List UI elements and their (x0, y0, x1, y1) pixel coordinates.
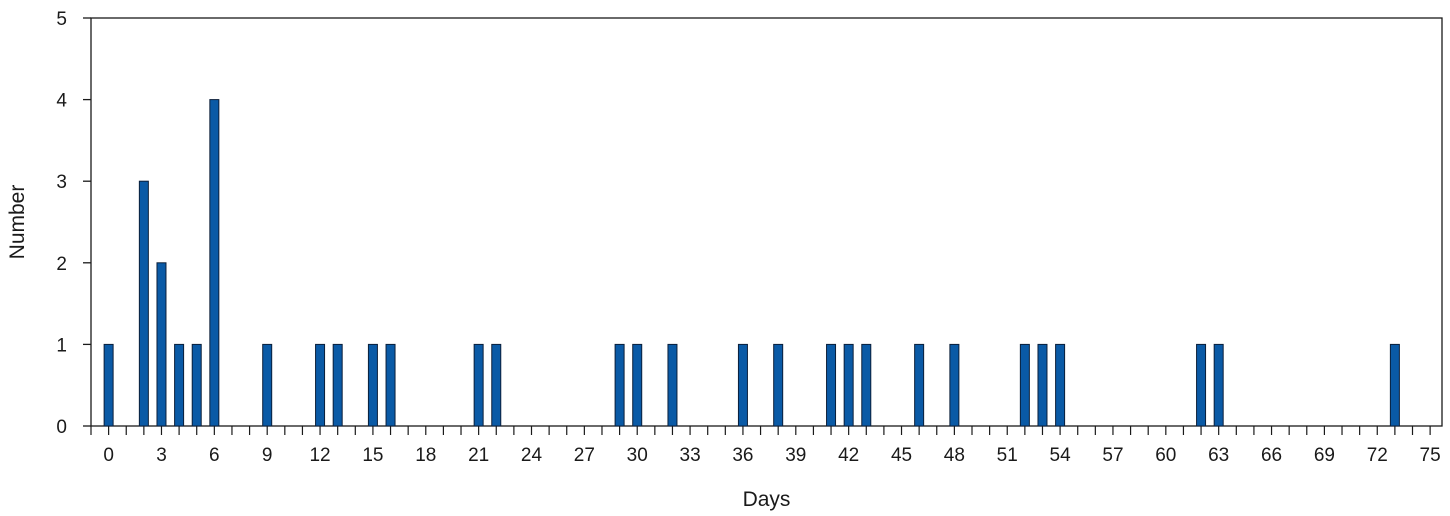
x-tick-label: 57 (1102, 445, 1123, 466)
bar-day-4 (174, 343, 185, 427)
x-tick-label: 3 (156, 445, 167, 466)
bar-day-30 (632, 343, 643, 427)
bar-day-43 (861, 343, 872, 427)
x-tick-label: 33 (680, 445, 701, 466)
bar-day-12 (315, 343, 326, 427)
bar-day-29 (614, 343, 625, 427)
plot-border (90, 17, 1443, 427)
x-tick-label: 72 (1367, 445, 1388, 466)
x-tick-label: 39 (785, 445, 806, 466)
y-tick-label: 4 (56, 91, 67, 112)
x-tick-label: 51 (997, 445, 1018, 466)
bar-day-0 (103, 343, 114, 427)
bar-day-38 (773, 343, 784, 427)
bar-day-41 (826, 343, 837, 427)
bar-day-2 (138, 180, 149, 427)
x-tick-label: 6 (209, 445, 220, 466)
bar-day-48 (949, 343, 960, 427)
x-tick-label: 24 (521, 445, 543, 466)
x-axis-title: Days (743, 488, 791, 511)
x-axis: 0 3 6 9 12 15 18 21 24 27 30 33 36 39 42 45 48 51 54 57 60 63… (90, 426, 1441, 466)
bar-day-54 (1055, 343, 1066, 427)
y-axis: 0 1 2 3 4 5 (56, 9, 91, 438)
bars (103, 99, 1400, 427)
bar-day-3 (156, 262, 167, 427)
bar-day-21 (473, 343, 484, 427)
plot-frame (90, 17, 1443, 427)
bar-day-42 (843, 343, 854, 427)
x-tick-label: 15 (362, 445, 383, 466)
bar-day-73 (1389, 343, 1400, 427)
y-tick-label: 1 (56, 335, 67, 356)
y-axis-title: Number (6, 185, 29, 260)
x-tick-label: 36 (732, 445, 753, 466)
bar-day-53 (1037, 343, 1048, 427)
bar-day-6 (209, 99, 220, 427)
x-tick-label: 18 (415, 445, 436, 466)
x-tick-label: 21 (468, 445, 489, 466)
bar-day-22 (491, 343, 502, 427)
y-tick-label: 2 (56, 254, 67, 275)
x-tick-label: 30 (627, 445, 648, 466)
bar-day-46 (914, 343, 925, 427)
y-tick-label: 5 (56, 9, 67, 30)
x-tick-label: 48 (944, 445, 965, 466)
x-tick-label: 45 (891, 445, 912, 466)
x-tick-label: 69 (1314, 445, 1335, 466)
x-tick-label: 27 (574, 445, 595, 466)
x-tick-label: 9 (262, 445, 273, 466)
bar-day-9 (262, 343, 273, 427)
bar-day-5 (191, 343, 202, 427)
bar-day-36 (737, 343, 748, 427)
y-tick-label: 3 (56, 172, 67, 193)
bar-day-52 (1019, 343, 1030, 427)
x-tick-label: 12 (309, 445, 330, 466)
x-tick-label: 60 (1155, 445, 1176, 466)
x-tick-label: 63 (1208, 445, 1229, 466)
bar-day-62 (1196, 343, 1207, 427)
x-tick-label: 42 (838, 445, 859, 466)
bar-day-13 (332, 343, 343, 427)
bar-day-63 (1213, 343, 1224, 427)
x-tick-label: 0 (103, 445, 114, 466)
x-tick-label: 54 (1050, 445, 1072, 466)
x-tick-label: 66 (1261, 445, 1282, 466)
x-tick-label: 75 (1420, 445, 1441, 466)
bar-day-32 (667, 343, 678, 427)
bar-day-15 (367, 343, 378, 427)
y-tick-label: 0 (56, 417, 67, 438)
bar-day-16 (385, 343, 396, 427)
